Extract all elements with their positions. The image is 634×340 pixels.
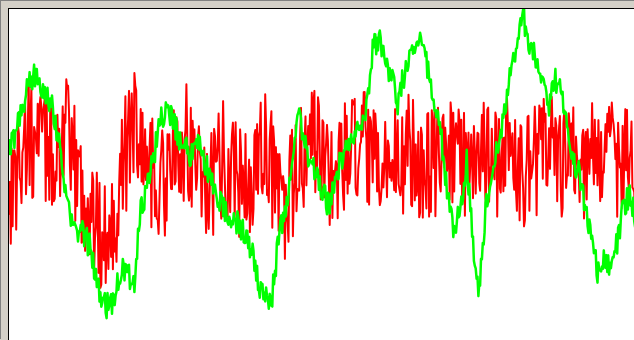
series-layer	[9, 9, 634, 320]
series-line-1	[9, 72, 634, 289]
plot-area	[8, 8, 634, 340]
line-chart	[9, 9, 634, 320]
series-line-2	[9, 9, 634, 320]
